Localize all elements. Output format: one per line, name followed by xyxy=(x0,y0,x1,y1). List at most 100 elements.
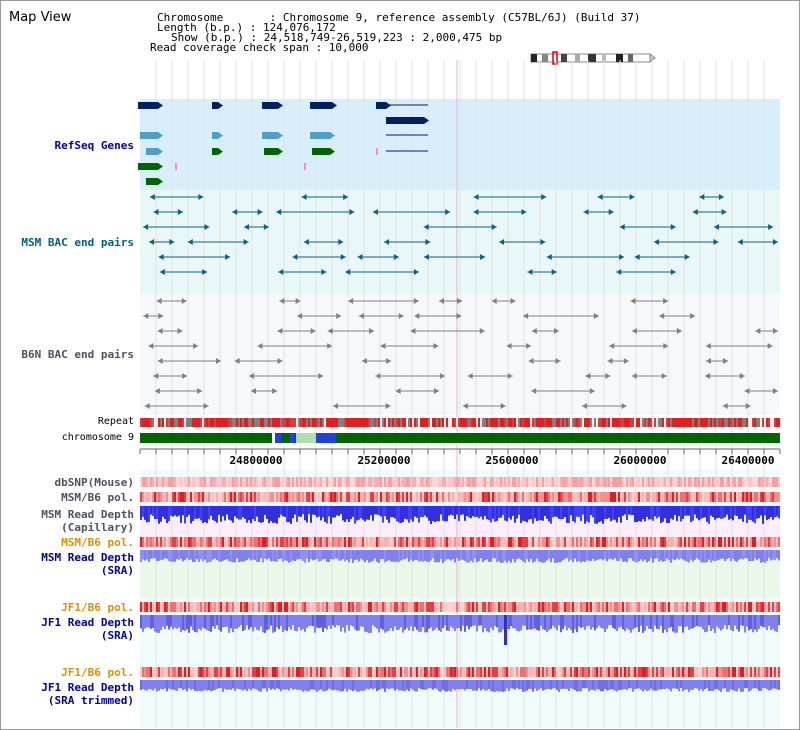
polymorphism-cell xyxy=(270,667,272,677)
read-depth-bar xyxy=(758,615,760,629)
polymorphism-cell xyxy=(638,667,640,677)
polymorphism-cell xyxy=(468,492,470,502)
polymorphism-cell xyxy=(280,492,282,502)
polymorphism-cell xyxy=(738,667,740,677)
repeat-element xyxy=(176,418,178,427)
read-depth-bar xyxy=(554,550,556,563)
polymorphism-cell xyxy=(654,602,656,612)
polymorphism-cell xyxy=(538,492,540,502)
repeat-element xyxy=(550,418,552,427)
read-depth-bar xyxy=(578,550,580,562)
polymorphism-cell xyxy=(420,537,422,547)
polymorphism-cell xyxy=(196,537,198,547)
polymorphism-cell xyxy=(596,477,598,487)
polymorphism-cell xyxy=(428,602,430,612)
polymorphism-cell xyxy=(260,537,262,547)
polymorphism-cell xyxy=(692,477,694,487)
polymorphism-cell xyxy=(644,477,646,487)
repeat-element xyxy=(700,418,702,427)
polymorphism-cell xyxy=(566,477,568,487)
polymorphism-cell xyxy=(612,667,614,677)
polymorphism-cell xyxy=(190,477,192,487)
read-depth-bar xyxy=(446,615,448,631)
read-depth-bar xyxy=(260,680,262,692)
repeat-element xyxy=(754,418,756,427)
polymorphism-cell xyxy=(312,492,314,502)
read-depth-bar xyxy=(664,506,666,519)
read-depth-bar xyxy=(142,680,144,690)
read-depth-bar xyxy=(300,615,302,631)
polymorphism-cell xyxy=(380,477,382,487)
polymorphism-cell xyxy=(732,537,734,547)
bac-end-marker xyxy=(609,343,615,349)
read-depth-bar xyxy=(746,615,748,627)
read-depth-bar xyxy=(462,615,464,626)
polymorphism-cell xyxy=(666,537,668,547)
polymorphism-cell xyxy=(516,667,518,677)
polymorphism-cell xyxy=(642,477,644,487)
polymorphism-cell xyxy=(140,537,142,547)
read-depth-bar xyxy=(556,615,558,631)
read-depth-bar xyxy=(364,680,366,691)
repeat-element xyxy=(314,418,316,427)
repeat-element xyxy=(458,418,460,427)
bac-end-marker xyxy=(526,343,532,349)
polymorphism-cell xyxy=(576,602,578,612)
polymorphism-cell xyxy=(544,602,546,612)
polymorphism-cell xyxy=(192,602,194,612)
polymorphism-cell xyxy=(172,602,174,612)
polymorphism-cell xyxy=(754,602,756,612)
polymorphism-cell xyxy=(270,602,272,612)
repeat-element xyxy=(504,418,506,427)
read-depth-bar xyxy=(592,615,594,628)
polymorphism-cell xyxy=(710,602,712,612)
polymorphism-cell xyxy=(654,537,656,547)
read-depth-bar xyxy=(214,550,216,559)
polymorphism-cell xyxy=(568,477,570,487)
bac-end-marker xyxy=(597,194,603,200)
repeat-element xyxy=(272,418,274,427)
read-depth-bar xyxy=(278,615,280,630)
read-depth-bar xyxy=(494,615,496,627)
polymorphism-cell xyxy=(158,602,160,612)
polymorphism-cell xyxy=(480,477,482,487)
read-depth-bar xyxy=(386,506,388,520)
polymorphism-cell xyxy=(486,492,488,502)
read-depth-bar xyxy=(382,615,384,630)
polymorphism-cell xyxy=(770,492,772,502)
polymorphism-cell xyxy=(202,602,204,612)
read-depth-bar xyxy=(190,550,192,560)
polymorphism-cell xyxy=(570,537,572,547)
polymorphism-cell xyxy=(526,667,528,677)
polymorphism-cell xyxy=(314,477,316,487)
read-depth-bar xyxy=(408,615,410,631)
polymorphism-cell xyxy=(776,492,778,502)
bac-end-marker xyxy=(704,373,710,379)
polymorphism-cell xyxy=(268,602,270,612)
polymorphism-cell xyxy=(162,537,164,547)
polymorphism-cell xyxy=(630,492,632,502)
read-depth-bar xyxy=(670,680,672,692)
track-features[interactable] xyxy=(138,102,781,692)
read-depth-bar xyxy=(422,615,424,628)
read-depth-bar xyxy=(658,550,660,562)
polymorphism-cell xyxy=(760,492,762,502)
read-depth-bar xyxy=(506,680,508,689)
read-depth-bar xyxy=(350,550,352,559)
repeat-element xyxy=(298,418,300,427)
polymorphism-cell xyxy=(584,537,586,547)
read-depth-bar xyxy=(486,615,488,632)
bac-end-marker xyxy=(158,313,164,319)
read-depth-bar xyxy=(310,506,312,523)
bac-end-marker xyxy=(193,343,199,349)
read-depth-bar xyxy=(650,680,652,689)
polymorphism-cell xyxy=(358,537,360,547)
read-depth-bar xyxy=(704,506,706,518)
polymorphism-cell xyxy=(198,537,200,547)
repeat-element xyxy=(566,418,568,427)
read-depth-bar xyxy=(176,550,178,560)
polymorphism-cell xyxy=(532,477,534,487)
polymorphism-cell xyxy=(520,667,522,677)
polymorphism-cell xyxy=(540,477,542,487)
